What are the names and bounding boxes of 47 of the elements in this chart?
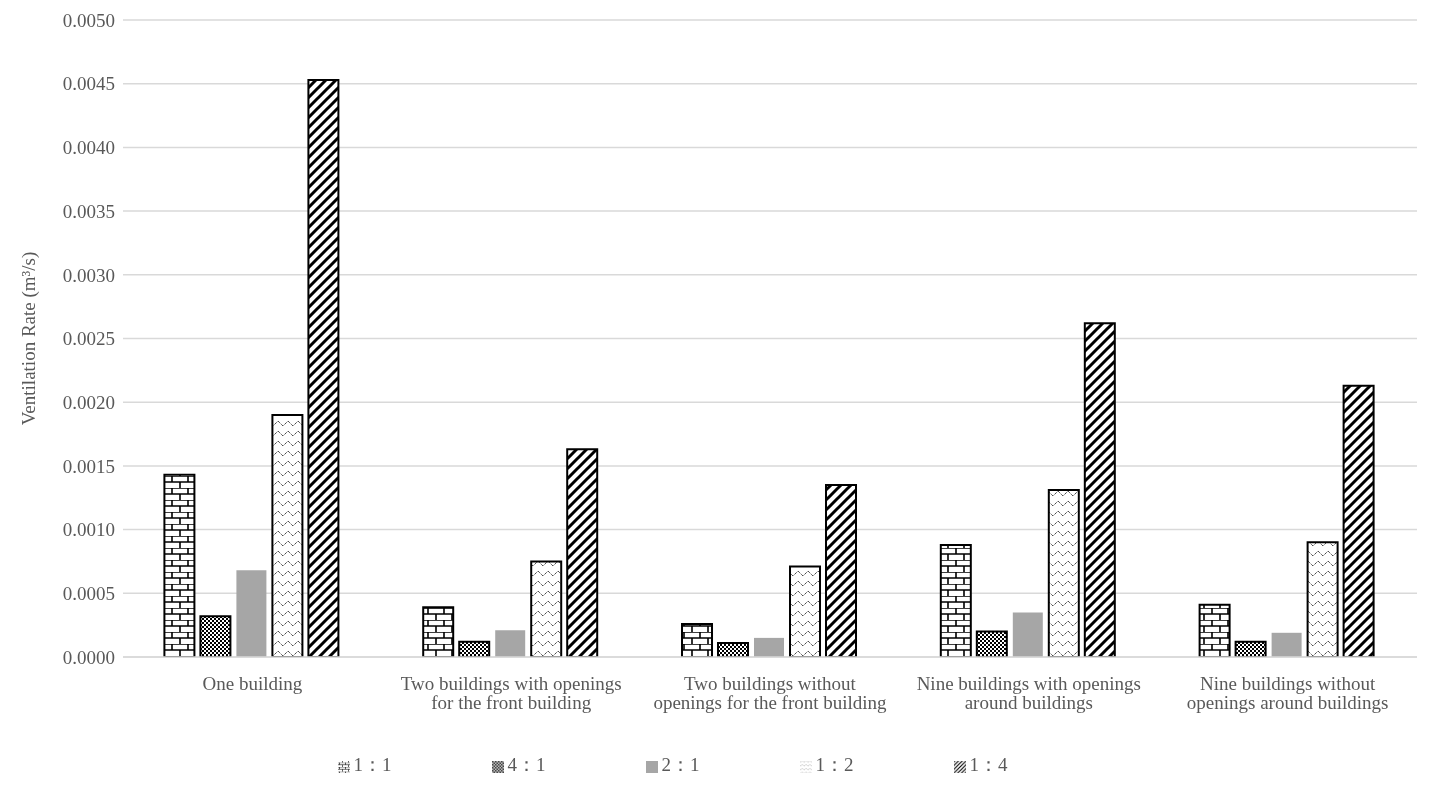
x-tick-label: Nine buildings with openings around buildings: [916, 673, 1141, 714]
y-tick-label: 0.0015: [62, 455, 115, 477]
legend-label: 2：1: [661, 754, 700, 775]
bar: [495, 630, 526, 657]
bar: [1198, 603, 1231, 657]
bar: [236, 570, 267, 657]
bar: [458, 640, 491, 657]
bar: [939, 543, 972, 657]
bar: [1083, 322, 1116, 657]
bar: [1012, 612, 1043, 657]
bar: [199, 615, 232, 657]
legend-label: 1：2: [815, 754, 854, 775]
bar: [530, 560, 563, 657]
y-tick-label: 0.0035: [62, 200, 115, 222]
y-tick-label: 0.0020: [62, 391, 115, 413]
bar: [1234, 640, 1267, 657]
bar: [566, 448, 599, 657]
y-tick-label: 0.0050: [62, 9, 115, 31]
y-tick-label: 0.0010: [62, 519, 115, 541]
bar: [307, 78, 340, 657]
bar: [754, 637, 785, 657]
bar: [1271, 632, 1302, 657]
y-tick-label: 0.0025: [62, 328, 115, 350]
y-tick-label: 0.0045: [62, 73, 115, 95]
bar: [789, 565, 822, 657]
bar: [1306, 541, 1339, 657]
x-tick-label: One building: [202, 673, 303, 695]
legend-label: 4：1: [507, 754, 546, 775]
bar: [271, 413, 304, 657]
y-tick-label: 0.0040: [62, 137, 115, 159]
bar: [825, 484, 858, 657]
x-tick-label: Two buildings with openings for the front building: [400, 673, 622, 714]
bar: [1047, 489, 1080, 657]
legend-label: 1：4: [969, 754, 1008, 775]
y-axis-title: Ventilation Rate (m³/s): [17, 251, 40, 426]
bar: [717, 641, 750, 657]
x-tick-label: Nine buildings without openings around buildings: [1186, 673, 1389, 714]
bar: [163, 473, 196, 657]
bar: [422, 606, 455, 657]
x-tick-label: Two buildings without openings for the front building: [653, 673, 888, 714]
y-tick-label: 0.0030: [62, 264, 115, 286]
bar: [681, 622, 714, 657]
y-tick-label: 0.0005: [62, 583, 115, 605]
legend-label: 1：1: [353, 754, 392, 775]
bar: [1342, 384, 1375, 657]
bar: [975, 630, 1008, 657]
y-tick-label: 0.0000: [62, 646, 115, 668]
